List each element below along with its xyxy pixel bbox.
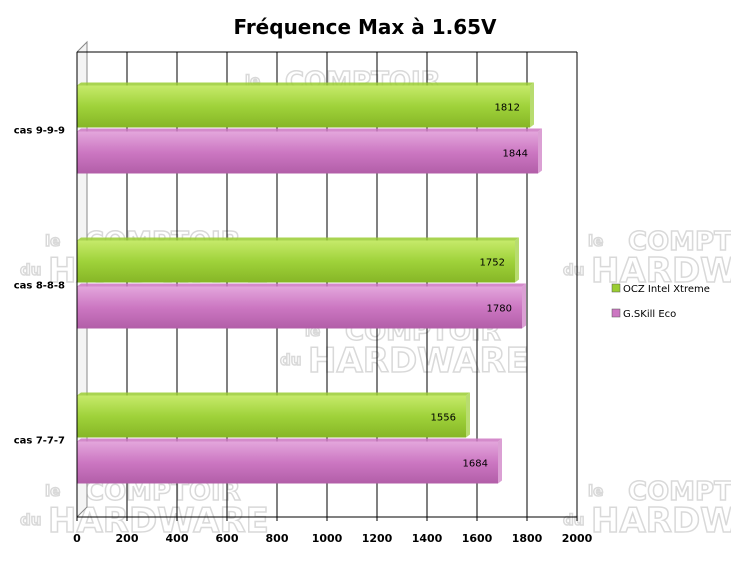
bar-top-face (77, 82, 534, 86)
watermark-comptoir: COMPTOIR (628, 477, 731, 507)
x-tick-label: 1600 (462, 532, 493, 545)
bar (77, 131, 538, 174)
bar (77, 441, 498, 484)
bar (77, 395, 466, 438)
watermark-du: du (20, 261, 41, 279)
bars: 1812 1844 cas 9-9-9 1752 1780 cas 8-8-8 1556 16… (14, 82, 542, 484)
bar-top-face (77, 392, 470, 396)
watermark-du: du (563, 261, 584, 279)
bar-side-face (466, 392, 470, 438)
bar-top-face (77, 283, 526, 287)
data-label: 1752 (480, 258, 505, 269)
x-tick-label: 0 (73, 532, 81, 545)
data-label: 1780 (487, 304, 512, 315)
axes: 0 200 400 600 800 1000 1200 1400 1600 1800 2000 (73, 52, 593, 545)
watermark-le: le (45, 482, 60, 500)
y-category-label: cas 9-9-9 (14, 126, 65, 137)
bar (77, 85, 530, 128)
x-tick-label: 1000 (312, 532, 343, 545)
watermark-du: du (280, 351, 301, 369)
watermark-le: le (45, 232, 60, 250)
x-tick-label: 1400 (412, 532, 443, 545)
bar-side-face (498, 438, 502, 484)
bar-side-face (530, 82, 534, 128)
chart-title: Fréquence Max à 1.65V (233, 15, 497, 39)
bar (77, 240, 515, 283)
legend: OCZ Intel Xtreme G.SKill Eco (611, 283, 710, 320)
bar-top-face (77, 128, 542, 132)
legend-swatch (611, 283, 621, 293)
bar-side-face (522, 283, 526, 329)
watermark-comptoir: COMPTOIR (628, 227, 731, 257)
bar-side-face (538, 128, 542, 174)
legend-swatch (611, 308, 621, 318)
x-tick-label: 400 (166, 532, 189, 545)
bar-top-face (77, 237, 519, 241)
watermark-du: du (20, 511, 41, 529)
watermark-hardware: HARDWARE (308, 341, 529, 381)
bar (77, 286, 522, 329)
watermark-le: le (588, 232, 603, 250)
y-category-label: cas 7-7-7 (14, 436, 65, 447)
x-tick-label: 2000 (562, 532, 593, 545)
y-category-label: cas 8-8-8 (14, 281, 65, 292)
watermark-hardware: HARDWARE (591, 501, 731, 541)
legend-label: OCZ Intel Xtreme (623, 284, 710, 295)
x-tick-label: 1200 (362, 532, 393, 545)
bar-side-face (515, 237, 519, 283)
x-tick-label: 1800 (512, 532, 543, 545)
data-label: 1812 (495, 103, 520, 114)
x-tick-label: 600 (216, 532, 239, 545)
watermark-du: du (563, 511, 584, 529)
x-tick-label: 200 (116, 532, 139, 545)
data-label: 1556 (431, 413, 456, 424)
bar-top-face (77, 438, 502, 442)
legend-label: G.SKill Eco (623, 309, 676, 320)
data-label: 1844 (503, 149, 528, 160)
x-tick-label: 800 (266, 532, 289, 545)
data-label: 1684 (463, 459, 488, 470)
watermark-le: le (588, 482, 603, 500)
